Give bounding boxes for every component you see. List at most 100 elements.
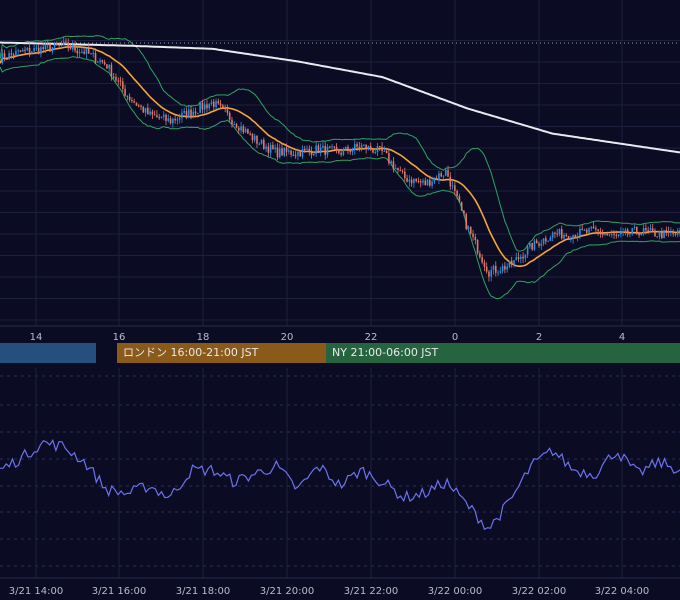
candle: [272, 141, 274, 150]
candle: [149, 107, 151, 116]
candle: [661, 227, 663, 240]
candle: [335, 143, 338, 154]
candle: [76, 46, 79, 58]
candle: [283, 147, 286, 158]
candle: [444, 167, 447, 177]
candle: [40, 45, 42, 58]
candle: [615, 230, 618, 239]
candle: [28, 43, 31, 57]
candle: [162, 110, 165, 121]
candle: [517, 252, 520, 263]
candle: [103, 59, 106, 66]
candle: [563, 232, 565, 240]
candle: [604, 233, 606, 237]
candle: [265, 143, 267, 152]
candle: [479, 250, 481, 260]
candle: [344, 146, 347, 152]
candle: [44, 41, 47, 53]
candle: [178, 113, 181, 124]
candle: [390, 159, 392, 166]
candle: [540, 239, 543, 250]
candle: [538, 241, 540, 248]
candle: [554, 231, 556, 239]
candle: [238, 126, 240, 134]
candle: [406, 174, 408, 183]
candle: [122, 77, 124, 92]
oscillator-series: [0, 439, 680, 531]
candle: [440, 171, 442, 178]
session-london-band: ロンドン 16:00-21:00 JST: [117, 343, 326, 363]
candle: [374, 148, 377, 155]
candle: [190, 105, 192, 120]
candle: [71, 40, 74, 52]
candle: [42, 42, 45, 52]
candle: [633, 224, 636, 230]
price-x-tick-label: 14: [30, 332, 43, 343]
candle: [494, 261, 497, 277]
candle: [472, 229, 474, 241]
candle: [476, 239, 479, 255]
candle: [372, 148, 374, 154]
session-ny-band: NY 21:00-06:00 JST: [326, 343, 680, 363]
candle: [176, 116, 179, 125]
candle: [424, 177, 427, 186]
candle: [17, 48, 19, 56]
session-tokyo-band: [0, 343, 96, 363]
candle: [12, 52, 15, 60]
candle: [326, 143, 329, 159]
candle: [212, 99, 215, 111]
candle: [253, 133, 256, 143]
candle: [115, 73, 117, 83]
candle: [219, 99, 222, 110]
candle: [481, 254, 483, 265]
candle: [192, 107, 195, 119]
candle: [501, 263, 504, 274]
candle: [174, 114, 176, 124]
candle: [299, 150, 301, 157]
candle: [208, 103, 211, 112]
candle: [338, 148, 340, 155]
candle: [83, 48, 85, 55]
candle: [617, 234, 620, 238]
candle: [622, 228, 624, 237]
candle: [385, 149, 388, 154]
candle: [153, 110, 156, 116]
candle: [19, 50, 22, 53]
candle: [595, 225, 597, 233]
price-x-tick-label: 2: [536, 332, 542, 343]
candle: [654, 228, 656, 237]
candle: [24, 46, 26, 55]
candle: [158, 113, 160, 120]
oscillator-grid: [0, 368, 680, 579]
candle: [367, 145, 370, 151]
candle: [308, 145, 311, 156]
candle: [165, 113, 167, 126]
candle: [290, 149, 292, 158]
candle: [506, 263, 508, 273]
candle: [244, 127, 247, 133]
candle: [410, 176, 413, 187]
candle: [110, 62, 113, 81]
candle: [260, 139, 263, 145]
candle: [449, 172, 452, 190]
candle: [535, 238, 538, 244]
candle: [624, 227, 627, 236]
candle: [301, 145, 304, 160]
candle: [169, 116, 172, 125]
candle: [69, 44, 72, 50]
price-x-tick-label: 4: [619, 332, 625, 343]
bollinger-upper-line: [0, 35, 680, 252]
candle: [222, 103, 224, 109]
candle: [349, 148, 352, 155]
candle: [572, 234, 574, 244]
candle: [590, 226, 593, 231]
candle: [526, 244, 529, 259]
candle: [397, 167, 399, 174]
oscillator-x-tick-label: 3/21 20:00: [260, 586, 314, 597]
candle: [545, 235, 547, 245]
candle: [278, 143, 281, 159]
candle: [324, 142, 327, 160]
candle: [533, 238, 536, 252]
candle: [112, 73, 115, 80]
